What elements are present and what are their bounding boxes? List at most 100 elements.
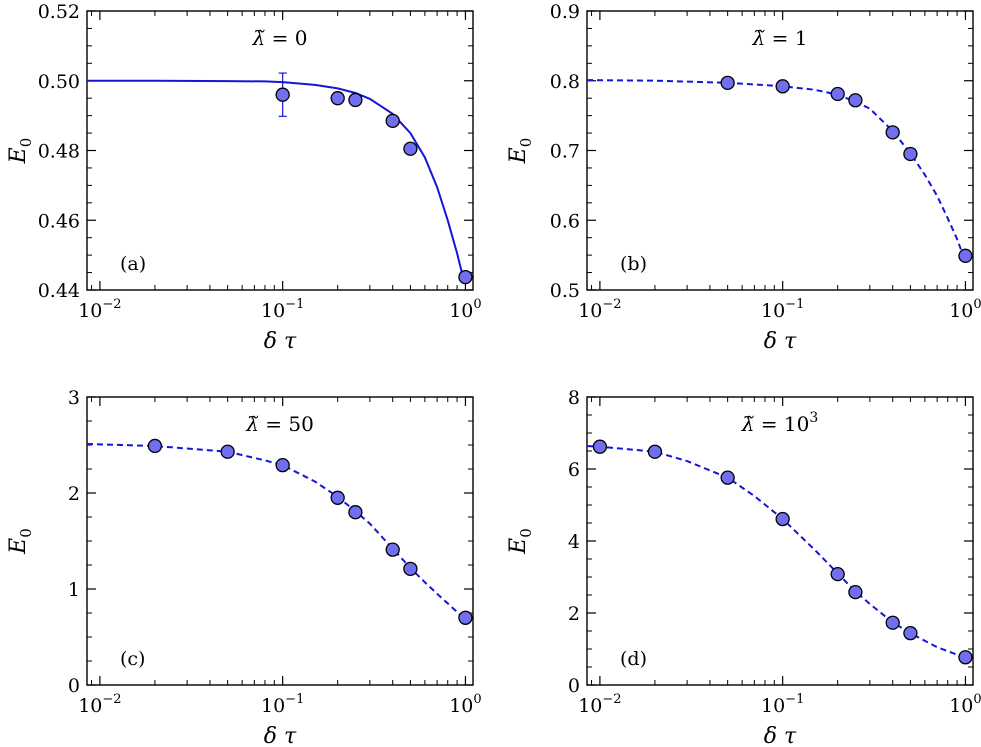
data-point [458,610,473,625]
data-point [403,141,418,156]
title-value: = 1 [765,26,807,50]
x-tick-base: 10 [761,695,785,717]
data-point [348,505,363,520]
data-point [885,125,900,140]
x-tick-base: 10 [761,300,785,322]
x-tick-label: 10−2 [578,692,621,717]
data-point [903,146,918,162]
y-tick-label: 1 [68,579,80,601]
panel-tag: (d) [620,648,647,670]
x-tick-exponent: −1 [785,692,804,707]
y-label-sub: 0 [17,528,35,538]
x-tick-label: 10−1 [761,692,804,717]
fit-curve [87,79,464,278]
y-tick-label: 0.44 [38,280,80,302]
x-axis-label: δ τ [264,724,297,747]
data-point [775,79,790,94]
y-tick-label: 8 [568,387,580,409]
x-tick-exponent: −2 [102,692,121,707]
data-point [958,650,973,665]
x-tick-label: 10−2 [78,297,121,322]
plot-frame [86,396,474,686]
y-tick-label: 3 [68,387,80,409]
x-tick-label: 100 [449,692,481,717]
title-symbol: λ̃ [245,412,259,436]
title-symbol: λ̃ [752,26,766,50]
panel-title: λ̃ = 103 [741,410,819,436]
x-tick-base: 10 [78,695,102,717]
data-point [458,269,473,285]
y-label-sub: 0 [17,138,35,148]
x-tick-base: 10 [261,695,285,717]
x-tick-exponent: 0 [473,297,481,312]
data-point [720,75,735,90]
title-symbol: λ̃ [741,412,755,436]
panel-tag: (b) [620,253,647,275]
data-point [848,584,863,600]
y-tick-label: 0.6 [550,210,580,232]
y-label-main: E [6,147,31,164]
data-point [775,511,790,527]
panel-title: λ̃ = 1 [752,26,808,50]
x-tick-exponent: −1 [285,692,304,707]
y-tick-label: 0.52 [38,1,80,23]
x-tick-base: 10 [949,300,973,322]
data-point [592,439,608,454]
data-point [848,93,863,108]
x-tick-label: 10−1 [261,692,304,717]
data-point [330,91,345,106]
x-tick-base: 10 [578,695,602,717]
title-value: = 10 [754,412,809,436]
data-point [830,566,845,582]
data-point [958,248,973,263]
title-value: = 50 [259,412,314,436]
x-tick-base: 10 [449,300,473,322]
panel-tag: (a) [120,253,146,275]
x-tick-label: 100 [949,297,981,322]
data-point [348,92,363,108]
y-tick-label: 0.9 [550,1,580,23]
x-tick-label: 100 [949,692,981,717]
plot-frame [586,396,974,686]
y-tick-label: 0.46 [38,210,80,232]
y-axis-label: E0 [506,528,535,555]
x-tick-label: 10−2 [578,297,621,322]
y-tick-label: 2 [68,483,80,505]
x-axis-label: δ τ [764,724,797,747]
x-tick-exponent: 0 [973,297,981,312]
x-axis-label: δ τ [264,329,297,354]
y-label-main: E [506,538,531,555]
x-tick-exponent: −2 [102,297,121,312]
x-axis-label: δ τ [764,329,797,354]
y-tick-label: 4 [568,531,580,553]
x-tick-exponent: −1 [785,297,804,312]
x-tick-exponent: −2 [602,692,621,707]
y-tick-label: 0 [68,675,80,697]
y-axis-label: E0 [6,138,35,165]
data-point [830,86,845,102]
title-symbol: λ̃ [252,26,266,50]
fit-curve [86,443,464,619]
x-tick-exponent: −2 [602,297,621,312]
x-tick-exponent: 0 [473,692,481,707]
y-tick-label: 2 [568,603,580,625]
data-point [220,444,235,459]
data-point [147,438,163,454]
data-point [647,444,663,459]
y-label-sub: 0 [517,528,535,538]
fit-curve [586,79,964,256]
panel-tag: (c) [120,648,145,670]
title-value: = 0 [265,26,307,50]
data-point [275,458,290,473]
y-axis-label: E0 [506,138,535,165]
panel-title: λ̃ = 0 [252,26,308,50]
x-tick-exponent: 0 [973,692,981,707]
x-tick-exponent: −1 [285,297,304,312]
x-tick-label: 10−1 [261,297,304,322]
y-tick-label: 0.5 [550,280,580,302]
y-tick-label: 6 [568,459,580,481]
